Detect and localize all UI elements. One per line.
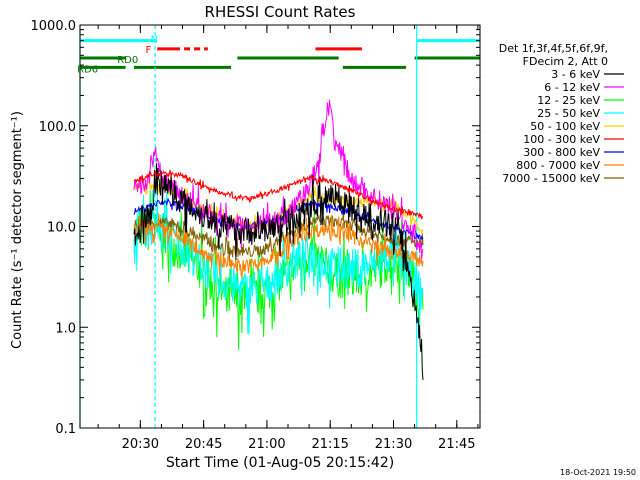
legend-header-line: Det 1f,3f,4f,5f,6f,9f, xyxy=(499,42,608,55)
x-tick-label: 21:15 xyxy=(311,437,348,452)
legend-entry-label: 300 - 800 keV xyxy=(523,146,600,159)
series-line-0 xyxy=(133,163,424,380)
legend-entry-label: 3 - 6 keV xyxy=(551,68,600,81)
series-line-8 xyxy=(133,210,424,263)
y-tick-label: 100.0 xyxy=(39,120,76,135)
legend-entry-label: 6 - 12 keV xyxy=(544,81,600,94)
flag-label-f: F xyxy=(146,45,152,56)
chart-title: RHESSI Count Rates xyxy=(205,3,356,21)
legend: Det 1f,3f,4f,5f,6f,9f,FDecim 2, Att 03 -… xyxy=(499,42,624,185)
y-tick-label: 1.0 xyxy=(55,321,76,336)
x-tick-label: 21:45 xyxy=(438,437,475,452)
legend-entry-label: 100 - 300 keV xyxy=(523,133,600,146)
legend-header-line: FDecim 2, Att 0 xyxy=(523,55,608,68)
flag-label-n: N xyxy=(151,35,158,46)
series-line-1 xyxy=(133,99,424,260)
flag-label-rd0: RD0 xyxy=(117,55,138,66)
footer-timestamp: 18-Oct-2021 19:50 xyxy=(560,468,636,477)
x-tick-label: 20:30 xyxy=(122,437,159,452)
legend-entry-label: 12 - 25 keV xyxy=(537,94,600,107)
legend-entry-label: 50 - 100 keV xyxy=(530,120,600,133)
legend-entry-label: 800 - 7000 keV xyxy=(516,159,600,172)
axes: 0.1 1.0 10.0 100.0 1000.0 20:30 20:45 21:00 21:1… xyxy=(31,19,481,452)
flag-label-rd6: RD6 xyxy=(77,64,98,75)
y-tick-label: 10.0 xyxy=(47,221,76,236)
x-axis-label: Start Time (01-Aug-05 20:15:42) xyxy=(166,455,394,471)
y-tick-label: 1000.0 xyxy=(31,19,77,34)
series-line-7 xyxy=(133,213,424,279)
y-axis-label: Count Rate (s⁻¹ detector segment⁻¹) xyxy=(10,111,25,349)
series-line-3 xyxy=(133,189,424,335)
legend-entry-label: 7000 - 15000 keV xyxy=(502,172,600,185)
series-line-5 xyxy=(133,169,424,220)
x-tick-label: 20:45 xyxy=(185,437,222,452)
legend-entry-label: 25 - 50 keV xyxy=(537,107,600,120)
plot-area: NF RD0 RD6 xyxy=(77,25,481,428)
x-tick-label: 21:00 xyxy=(248,437,285,452)
y-tick-label: 0.1 xyxy=(55,422,76,437)
x-tick-label: 21:30 xyxy=(375,437,412,452)
